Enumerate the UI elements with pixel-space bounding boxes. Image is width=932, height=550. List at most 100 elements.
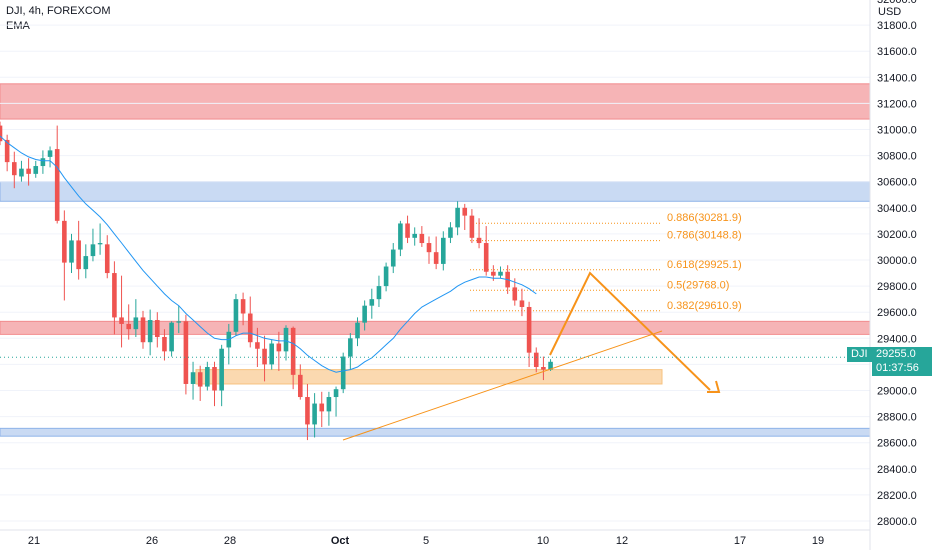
candle-body	[298, 374, 303, 398]
candle-body	[147, 320, 153, 343]
candle-body	[119, 317, 124, 324]
time-tick: 28	[224, 535, 236, 547]
support-zone	[0, 181, 871, 202]
time-tick: 12	[616, 535, 628, 547]
fib-level-label: 0.886(30281.9)	[667, 212, 742, 224]
candle-body	[312, 403, 317, 425]
price-tick: 30200.0	[877, 229, 917, 241]
candle-body	[419, 233, 425, 244]
candle-body	[276, 343, 282, 352]
time-tick: 5	[423, 535, 429, 547]
candle-body	[12, 162, 17, 176]
candle-body	[462, 207, 468, 216]
candle-body	[233, 299, 239, 332]
price-tick: 31000.0	[877, 125, 917, 137]
candle-body	[269, 343, 274, 365]
candle-body	[548, 361, 553, 370]
candle-body	[112, 273, 117, 318]
indicator-label[interactable]: EMA	[6, 20, 30, 32]
time-tick: Oct	[331, 535, 350, 547]
candle-body	[104, 244, 110, 274]
candle-body	[54, 149, 60, 221]
candle-body	[541, 367, 546, 370]
candle-body	[97, 243, 103, 245]
candle-body	[19, 168, 24, 177]
price-tick: 30400.0	[877, 203, 917, 215]
resistance-zone	[0, 83, 871, 120]
price-tick: 30000.0	[877, 255, 917, 267]
candle-body	[76, 240, 81, 270]
price-tick: 31800.0	[877, 20, 917, 32]
drawings-layer	[0, 271, 870, 441]
price-tick: 29600.0	[877, 307, 917, 319]
price-tick: 29000.0	[877, 386, 917, 398]
candle-body	[448, 227, 453, 238]
demand-zone	[195, 369, 663, 385]
projection-path	[549, 271, 711, 391]
candle-body	[519, 300, 525, 307]
support-zone	[0, 427, 871, 437]
candle-body	[240, 299, 246, 314]
candle-body	[398, 223, 403, 250]
last-price-tag: 29255.0	[872, 347, 932, 362]
currency-label: USD	[878, 6, 901, 18]
candle-body	[469, 215, 475, 238]
candle-body	[26, 168, 31, 174]
candle-body	[512, 287, 518, 301]
fib-level-label: 0.786(30148.8)	[667, 230, 742, 242]
candle-body	[348, 338, 353, 357]
candle-body	[62, 220, 67, 263]
candle-body	[176, 321, 182, 323]
candle-body	[40, 158, 46, 167]
candle-body	[426, 243, 432, 253]
price-tick: 32000.0	[877, 0, 917, 6]
price-tick: 31400.0	[877, 72, 917, 84]
candle-body	[526, 306, 532, 353]
candle-body	[33, 166, 39, 174]
candle-body	[90, 244, 96, 257]
candle-body	[369, 299, 375, 306]
candle-body	[491, 271, 496, 276]
time-axis: 21 26 28 Oct 5 10 12 17 19	[28, 535, 824, 547]
fibonacci-layer: 0.886(30281.9) 0.786(30148.8) 0.618(29925.…	[470, 212, 742, 312]
candle-body	[169, 322, 174, 352]
zone-layer	[0, 83, 871, 437]
price-tick: 29400.0	[877, 333, 917, 345]
time-tick: 10	[537, 535, 549, 547]
candle-body	[83, 256, 89, 270]
symbol-tag: DJI	[847, 347, 875, 362]
time-tick: 19	[812, 535, 824, 547]
price-tick: 31200.0	[877, 98, 917, 110]
candle-body	[197, 372, 203, 387]
candle-body	[219, 348, 224, 391]
candle-body	[0, 125, 3, 142]
price-tick: 29800.0	[877, 281, 917, 293]
price-tick: 30600.0	[877, 177, 917, 189]
projection-arrowhead	[707, 380, 721, 393]
fib-level-label: 0.382(29610.9)	[667, 300, 742, 312]
candle-body	[362, 305, 367, 323]
ema-line	[0, 135, 537, 373]
candle-body	[383, 266, 389, 287]
candle-body	[319, 403, 325, 412]
candle-body	[412, 233, 417, 238]
price-tick: 28200.0	[877, 490, 917, 502]
candle-body	[290, 327, 296, 375]
ema-layer	[0, 135, 537, 373]
candle-body	[483, 243, 489, 272]
time-tick: 21	[28, 535, 40, 547]
trendline	[342, 330, 663, 441]
time-tick: 17	[734, 535, 746, 547]
grid-layer	[0, 24, 870, 522]
candle-body	[126, 323, 131, 330]
fib-level-label: 0.618(29925.1)	[667, 259, 742, 271]
candles-layer	[0, 121, 553, 441]
candle-body	[376, 286, 382, 300]
candle-body	[133, 317, 139, 330]
symbol-title: DJI, 4h, FOREXCOM	[6, 5, 111, 17]
candle-body	[247, 313, 253, 343]
candle-body	[355, 322, 360, 339]
fib-level-label: 0.5(29768.0)	[667, 279, 729, 291]
price-tick: 28800.0	[877, 412, 917, 424]
